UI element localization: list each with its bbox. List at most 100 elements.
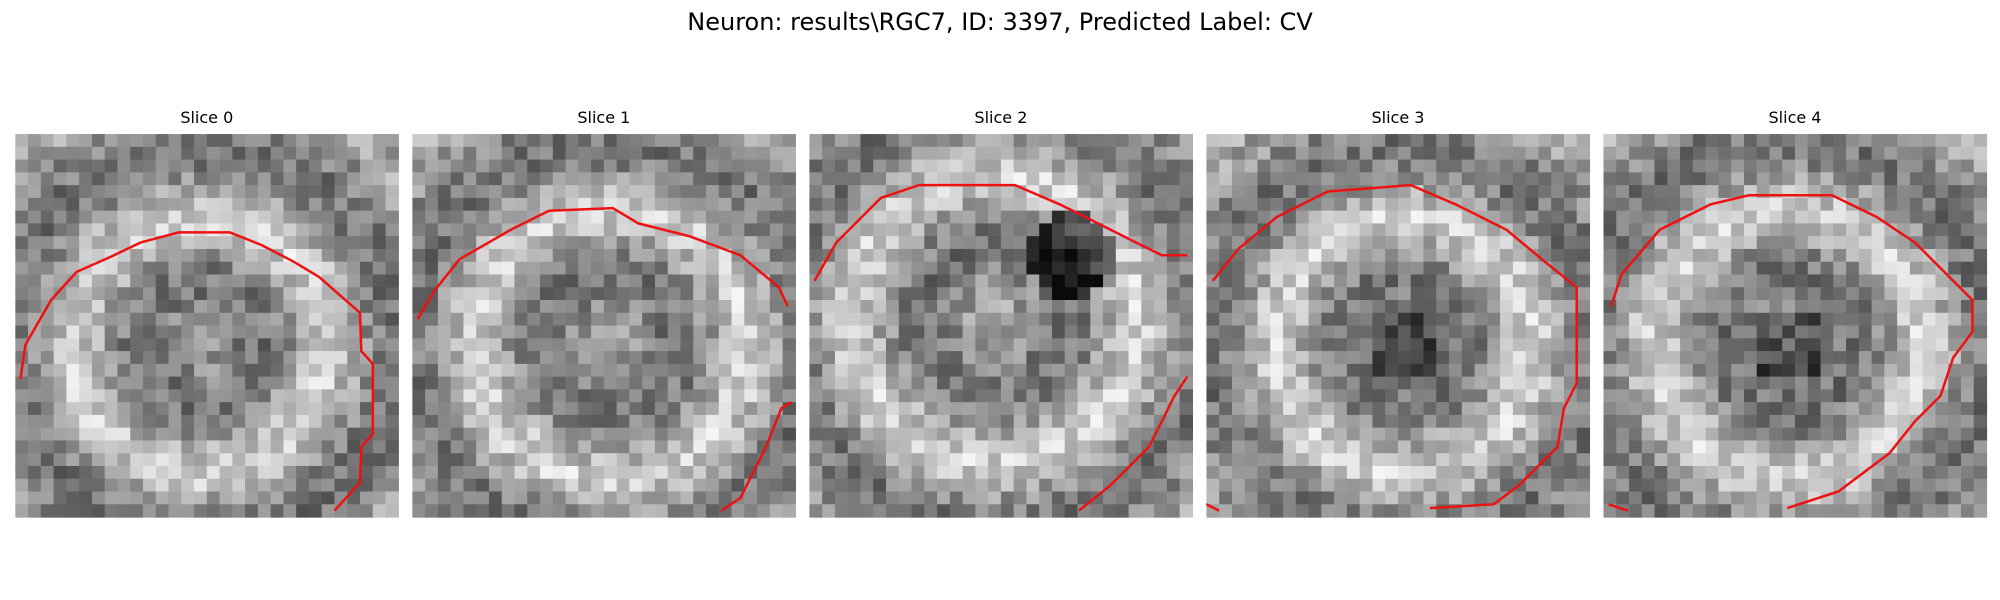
pixel (1334, 325, 1348, 339)
pixel (1359, 427, 1374, 442)
pixel (1500, 146, 1514, 161)
pixel (1692, 478, 1707, 493)
pixel (334, 402, 348, 416)
pixel (1935, 389, 1949, 403)
pixel (1654, 146, 1668, 161)
pixel (232, 185, 246, 199)
pixel (28, 465, 42, 480)
pixel (705, 453, 720, 467)
pixel (270, 504, 285, 518)
pixel (1051, 440, 1066, 454)
pixel (1512, 197, 1527, 212)
pixel (1219, 402, 1233, 416)
pixel (911, 414, 925, 429)
pixel (744, 146, 758, 161)
pixel (757, 210, 771, 225)
pixel (822, 453, 836, 467)
pixel (1308, 287, 1322, 301)
pixel (1820, 159, 1834, 173)
pixel (1973, 134, 1988, 148)
pixel (1525, 134, 1539, 148)
pixel (847, 465, 862, 480)
pixel (680, 402, 694, 416)
pixel (731, 159, 745, 173)
pixel (1064, 210, 1079, 225)
pixel (360, 338, 374, 352)
pixel (705, 363, 720, 378)
pixel (1538, 185, 1552, 199)
pixel (1960, 414, 1975, 429)
pixel (1423, 274, 1437, 288)
pixel (1858, 261, 1873, 276)
pixel (667, 363, 682, 378)
pixel (1897, 236, 1911, 250)
pixel (270, 223, 285, 237)
pixel (412, 274, 426, 288)
pixel (1769, 236, 1783, 250)
pixel (911, 274, 925, 288)
pixel (1616, 351, 1630, 365)
pixel (988, 172, 1002, 186)
pixel (425, 185, 439, 199)
pixel (1013, 414, 1028, 429)
pixel (130, 351, 144, 365)
pixel (1871, 491, 1885, 505)
pixel (1219, 363, 1233, 378)
pixel (40, 223, 55, 237)
pixel (1461, 287, 1476, 301)
pixel (1423, 363, 1437, 378)
pixel (693, 134, 707, 148)
pixel (1295, 159, 1310, 173)
pixel (245, 376, 259, 390)
pixel (1909, 351, 1924, 365)
pixel (693, 185, 707, 199)
pixel (425, 453, 439, 467)
pixel (744, 197, 758, 212)
pixel (53, 287, 67, 301)
pixel (1756, 300, 1771, 314)
pixel (1692, 363, 1707, 378)
pixel (450, 427, 465, 442)
pixel (540, 312, 554, 327)
pixel (1154, 504, 1168, 518)
pixel (1423, 504, 1437, 518)
pixel (40, 491, 55, 505)
pixel (1897, 363, 1911, 378)
pixel (40, 440, 55, 454)
pixel (40, 312, 55, 327)
pixel (1629, 376, 1643, 390)
pixel (117, 274, 131, 288)
pixel (1308, 478, 1322, 493)
pixel (130, 440, 144, 454)
pixel (680, 338, 694, 352)
pixel (809, 351, 823, 365)
pixel (1141, 351, 1155, 365)
pixel (1948, 287, 1962, 301)
pixel (1410, 261, 1425, 276)
pixel (834, 453, 849, 467)
pixel (79, 197, 93, 212)
pixel (654, 287, 669, 301)
pixel (1833, 414, 1847, 429)
pixel (873, 338, 887, 352)
pixel (142, 402, 157, 416)
pixel (1077, 440, 1091, 454)
pixel (860, 185, 874, 199)
pixel (360, 491, 374, 505)
pixel (1334, 338, 1348, 352)
pixel (1436, 402, 1450, 416)
pixel (245, 185, 259, 199)
pixel (603, 363, 618, 378)
pixel (654, 414, 669, 429)
pixel (1090, 172, 1104, 186)
pixel (540, 159, 554, 173)
pixel (1397, 440, 1412, 454)
pixel (15, 287, 29, 301)
pixel (1064, 389, 1079, 403)
pixel (1257, 223, 1271, 237)
pixel (1166, 134, 1181, 148)
pixel (1794, 338, 1809, 352)
pixel (1397, 287, 1412, 301)
pixel (1922, 478, 1937, 493)
pixel (1385, 274, 1399, 288)
